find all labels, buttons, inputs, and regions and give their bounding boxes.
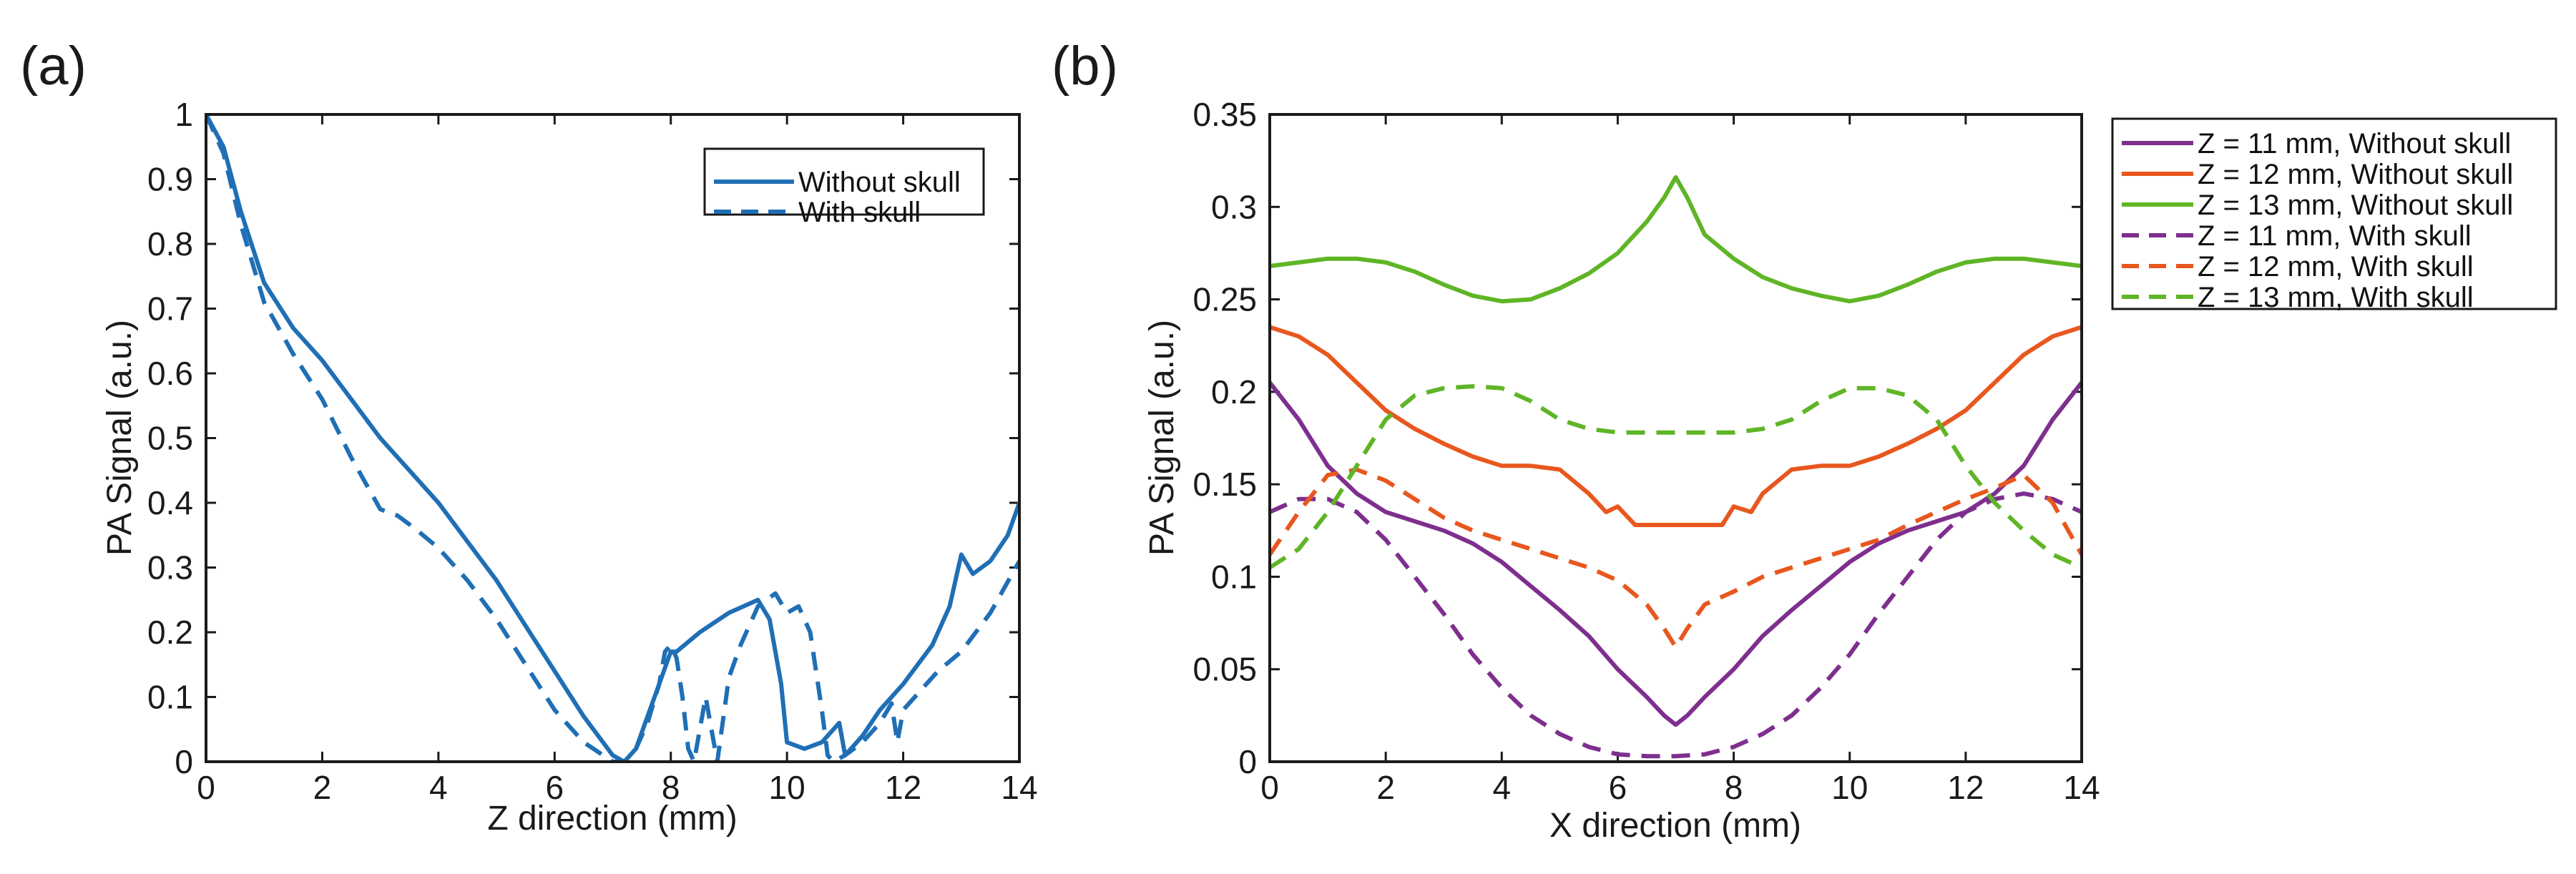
panel-a-y-tick-label: 0.6 (147, 355, 193, 392)
panel-a-series-line-0 (206, 114, 1019, 762)
panel-b-legend-label-1: Z = 12 mm, Without skull (2198, 159, 2513, 190)
panel-b-y-tick-label: 0.05 (1192, 651, 1257, 688)
panel-a-x-tick-label: 2 (313, 769, 332, 806)
panel-a-y-tick-label: 0.9 (147, 161, 193, 198)
panel-b-y-tick-label: 0.3 (1211, 188, 1257, 225)
panel-a-x-tick-label: 0 (197, 769, 215, 806)
panel-b: (b) 0 2 4 6 8 10 12 14 0 0.05 0.1 0.15 0.2 0.25 0.3 0.3… (1052, 36, 2557, 845)
panel-b-y-tick-label: 0.15 (1192, 466, 1257, 503)
panel-b-series-line-4 (1270, 467, 2082, 649)
panel-b-legend-label-3: Z = 11 mm, With skull (2198, 220, 2472, 252)
panel-b-y-tick-label: 0.1 (1211, 558, 1257, 595)
panel-a-y-tick-label: 0.4 (147, 484, 193, 521)
panel-b-x-tick-label: 2 (1376, 769, 1395, 806)
panel-b-y-axis-label: PA Signal (a.u.) (1143, 320, 1181, 556)
panel-a: (a) 0 2 4 6 8 10 12 14 0 0.1 0.2 0.3 0.4 0.5 0.6 0.7 0.8… (20, 36, 1038, 838)
panel-b-series-line-2 (1270, 175, 2082, 304)
panel-b-series-line-1 (1270, 325, 2082, 527)
panel-a-y-tick-label: 0.1 (147, 679, 193, 716)
panel-b-label: (b) (1052, 36, 1118, 97)
panel-a-x-tick-label: 14 (1001, 769, 1037, 806)
panel-a-x-tick-label: 12 (885, 769, 921, 806)
panel-b-y-tick-label: 0 (1238, 743, 1257, 780)
panel-a-x-tick-label: 4 (429, 769, 448, 806)
panel-a-ticks: 0 2 4 6 8 10 12 14 0 0.1 0.2 0.3 0.4 0.5 0.6 0.7 0.8 0.9 1 (147, 96, 1038, 806)
panel-b-x-tick-label: 4 (1492, 769, 1511, 806)
panel-a-plot-frame (205, 113, 1021, 763)
panel-a-legend-label-0: Without skull (798, 167, 961, 198)
panel-b-legend-label-5: Z = 13 mm, With skull (2198, 282, 2474, 313)
panel-a-y-tick-label: 0 (175, 743, 193, 780)
panel-a-y-tick-label: 0.3 (147, 549, 193, 586)
panel-a-y-tick-label: 0.5 (147, 420, 193, 457)
panel-b-series-line-3 (1270, 491, 2082, 759)
panel-b-series-line-0 (1270, 381, 2082, 727)
panel-b-y-tick-label: 0.2 (1211, 373, 1257, 411)
panel-a-y-tick-label: 0.2 (147, 614, 193, 651)
panel-a-legend-label-1: With skull (798, 197, 921, 228)
panel-a-y-tick-label: 0.8 (147, 225, 193, 262)
panel-b-plot-frame (1268, 113, 2083, 763)
panel-a-label: (a) (20, 36, 87, 97)
panel-b-x-axis-label: X direction (mm) (1549, 807, 1801, 845)
panel-a-x-axis-label: Z direction (mm) (487, 800, 737, 838)
panel-b-x-tick-label: 12 (1947, 769, 1984, 806)
panel-b-y-tick-label: 0.25 (1192, 281, 1257, 318)
panel-b-x-tick-label: 6 (1609, 769, 1627, 806)
panel-b-y-tick-label: 0.35 (1192, 96, 1257, 133)
panel-b-x-tick-label: 10 (1831, 769, 1868, 806)
panel-b-legend-label-0: Z = 11 mm, Without skull (2198, 128, 2511, 159)
panel-b-legend-box (2111, 117, 2557, 310)
panel-b-legend-label-4: Z = 12 mm, With skull (2198, 251, 2474, 283)
panel-a-y-tick-label: 1 (175, 96, 193, 133)
panel-b-x-tick-label: 8 (1725, 769, 1743, 806)
panel-b-ticks: 0 2 4 6 8 10 12 14 0 0.05 0.1 0.15 0.2 0.25 0.3 0.35 (1192, 96, 2100, 806)
panel-a-y-axis-label: PA Signal (a.u.) (101, 320, 139, 556)
panel-a-y-tick-label: 0.7 (147, 290, 193, 328)
panel-a-series (206, 114, 1019, 762)
panel-a-x-tick-label: 10 (769, 769, 805, 806)
panel-a-x-tick-label: 8 (662, 769, 680, 806)
panel-b-series-line-5 (1270, 384, 2082, 570)
panel-b-series (1270, 175, 2082, 759)
panel-a-x-tick-label: 6 (545, 769, 564, 806)
panel-a-series-line-1 (206, 114, 1019, 762)
panel-b-x-tick-label: 14 (2063, 769, 2100, 806)
panel-b-legend-label-2: Z = 13 mm, Without skull (2198, 190, 2513, 221)
panel-b-x-tick-label: 0 (1260, 769, 1279, 806)
